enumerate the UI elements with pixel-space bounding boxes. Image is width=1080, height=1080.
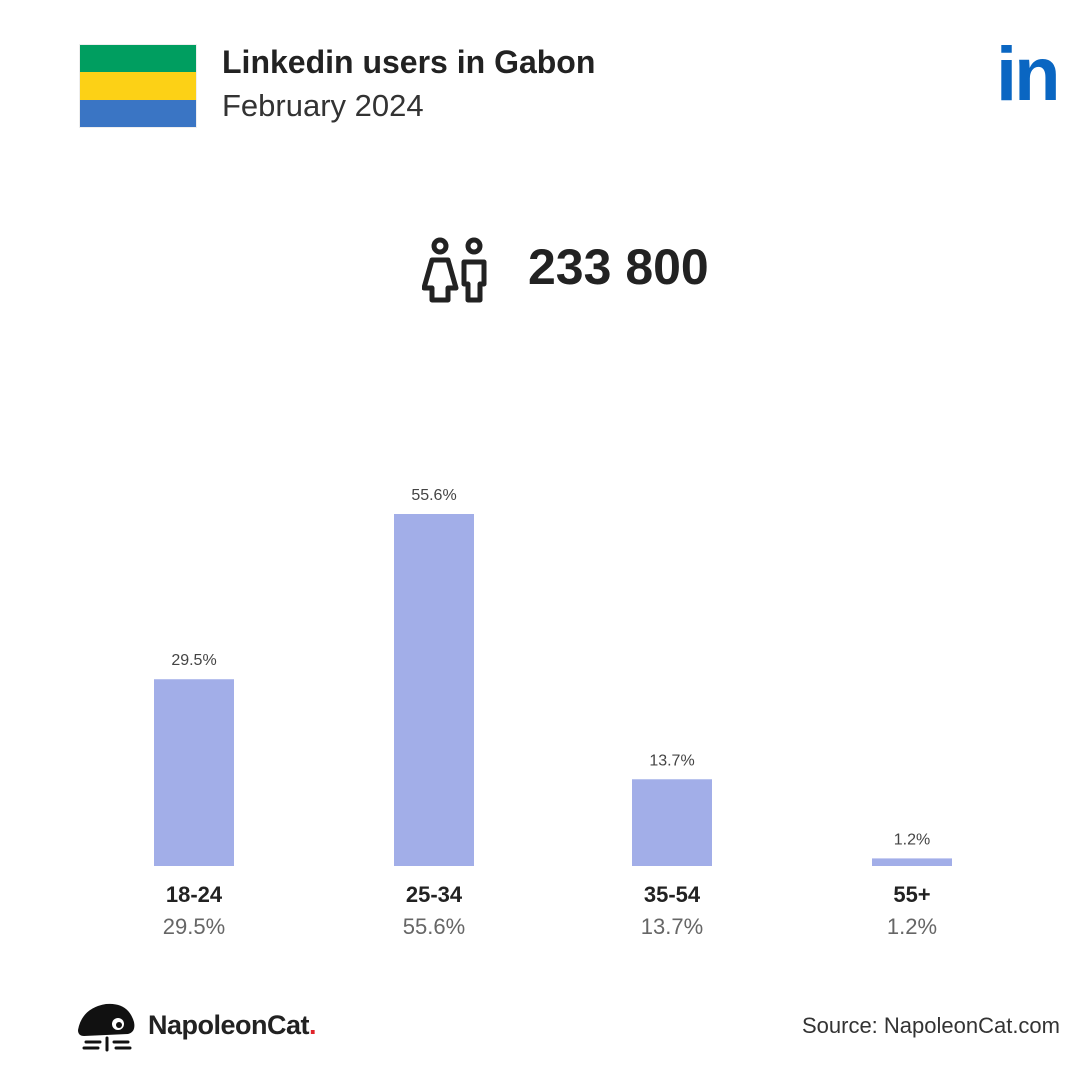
- total-users-value: 233 800: [528, 239, 709, 295]
- bar-value-label: 55.6%: [411, 487, 456, 504]
- category-label: 55+: [893, 882, 930, 907]
- gabon-flag: [79, 44, 197, 128]
- brand-dot: .: [309, 1010, 317, 1040]
- flag-stripe-blue: [80, 99, 196, 127]
- napoleoncat-brand: NapoleonCat.: [148, 1010, 317, 1041]
- page-subtitle: February 2024: [222, 88, 424, 123]
- page-title: Linkedin users in Gabon: [222, 44, 596, 80]
- category-label: 18-24: [166, 882, 223, 907]
- bar-value-label: 13.7%: [649, 752, 694, 769]
- bar-value-label: 29.5%: [171, 652, 216, 669]
- brand-name: NapoleonCat: [148, 1010, 310, 1040]
- napoleoncat-logo-icon: [78, 1003, 135, 1052]
- age-distribution-chart: 29.5% 18-24 29.5% 55.6% 25-34 55.6% 13.7% 35-54…: [154, 487, 952, 939]
- bar-35-54: [632, 779, 712, 866]
- category-percentage: 1.2%: [887, 914, 937, 939]
- category-percentage: 13.7%: [641, 914, 703, 939]
- users-icon: [422, 237, 487, 303]
- bar-18-24: [154, 679, 234, 866]
- bar-value-label: 1.2%: [894, 831, 930, 848]
- bar-25-34: [394, 514, 474, 866]
- category-percentage: 29.5%: [163, 914, 225, 939]
- linkedin-logo-icon: in: [996, 32, 1061, 117]
- source-credit: Source: NapoleonCat.com: [801, 1013, 1060, 1038]
- bar-55+: [872, 858, 952, 866]
- flag-stripe-yellow: [80, 72, 196, 100]
- category-label: 35-54: [644, 882, 701, 907]
- category-percentage: 55.6%: [403, 914, 465, 939]
- category-label: 25-34: [406, 882, 463, 907]
- flag-stripe-green: [80, 45, 196, 73]
